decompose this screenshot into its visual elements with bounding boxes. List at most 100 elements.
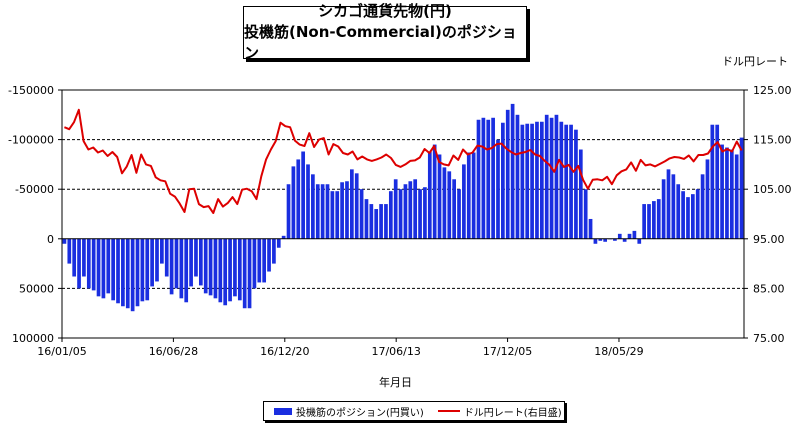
position-bar	[82, 238, 86, 277]
position-bar	[340, 182, 344, 239]
position-bar	[189, 238, 193, 287]
position-bar	[530, 123, 534, 239]
position-bar	[301, 151, 305, 239]
position-bar	[208, 238, 213, 296]
position-bar	[452, 179, 457, 239]
position-bar	[505, 109, 510, 239]
legend-item-line: ドル円レート(右目盛)	[437, 404, 562, 419]
plot-frame	[61, 89, 745, 339]
position-bar	[379, 204, 383, 239]
y-left-tick-label: -50000	[15, 183, 54, 196]
position-bar	[325, 184, 330, 239]
chart-title-line2: 投機筋(Non-Commercial)のポジション	[244, 23, 517, 62]
y-right-tick-label: 105.00	[753, 183, 792, 196]
position-bar	[237, 238, 242, 301]
position-bar	[652, 201, 656, 239]
x-tick-label: 18/05/29	[594, 345, 643, 358]
position-bar	[101, 238, 106, 299]
position-bar	[135, 238, 140, 307]
position-bar	[549, 117, 554, 239]
position-bar	[583, 189, 588, 239]
position-bar	[642, 204, 646, 239]
position-bar	[393, 179, 398, 239]
position-bar	[739, 137, 744, 239]
position-bar	[559, 121, 564, 239]
position-bar	[218, 238, 223, 303]
position-bar	[286, 184, 291, 239]
position-bar	[418, 189, 422, 239]
position-bar	[330, 191, 335, 239]
position-bar	[345, 181, 349, 239]
position-bar	[150, 238, 154, 287]
position-bar	[96, 238, 101, 297]
position-bar	[603, 238, 608, 242]
position-bar	[252, 238, 257, 289]
position-bar	[734, 154, 739, 239]
position-bar	[169, 238, 174, 295]
position-bar	[715, 124, 720, 239]
position-bar	[462, 164, 466, 239]
position-bar	[125, 238, 130, 309]
position-bar	[194, 238, 198, 277]
position-bar	[423, 187, 427, 239]
position-bar	[569, 124, 573, 239]
position-bar	[632, 230, 637, 239]
position-bar	[354, 173, 359, 239]
chart-gridlines	[62, 139, 744, 289]
position-bar	[384, 204, 388, 239]
position-bar	[588, 218, 593, 239]
position-bar	[179, 238, 184, 299]
position-bar	[525, 123, 530, 239]
position-bar	[223, 238, 228, 306]
position-bar	[486, 119, 491, 239]
position-bar	[491, 117, 495, 239]
position-bar	[666, 169, 671, 239]
position-bar	[617, 233, 622, 239]
position-bar	[203, 238, 208, 294]
legend-item-bar: 投機筋のポジション(円買い)	[274, 404, 424, 419]
position-bar	[695, 189, 700, 239]
position-bar	[359, 189, 364, 239]
position-bar	[247, 238, 252, 309]
position-bar	[593, 238, 598, 244]
position-bar	[291, 166, 296, 239]
position-bar	[213, 238, 218, 299]
position-bar	[471, 152, 476, 239]
position-bar	[91, 238, 96, 291]
position-bar	[476, 119, 481, 239]
chart-title-line1: シカゴ通貨先物(円)	[318, 2, 452, 20]
position-bar	[77, 238, 81, 289]
position-bar	[106, 238, 111, 294]
position-bar	[647, 204, 651, 239]
position-bar	[535, 121, 539, 239]
position-bar	[296, 159, 301, 239]
legend-bar-swatch	[274, 407, 292, 415]
axis-tick-labels: -150000 -100000 -50000 0 50000 100000 125.00 11…	[8, 84, 791, 358]
position-bar	[388, 191, 393, 239]
position-bar	[627, 233, 632, 239]
position-bar	[661, 179, 666, 239]
position-bar	[121, 238, 125, 307]
position-bar	[320, 184, 325, 239]
position-bar	[62, 238, 67, 244]
position-bar	[267, 238, 271, 272]
legend-line-label: ドル円レート(右目盛)	[463, 407, 562, 419]
position-bar	[335, 191, 340, 239]
position-bar	[442, 167, 447, 239]
position-bar	[481, 117, 486, 239]
position-bar	[427, 151, 432, 239]
x-tick-label: 17/12/05	[483, 345, 532, 358]
legend-line-swatch	[437, 410, 460, 412]
x-tick-label: 16/01/05	[37, 345, 86, 358]
position-bar	[554, 114, 559, 239]
x-axis-title: 年月日	[379, 376, 412, 389]
position-bar	[515, 114, 520, 239]
position-bar	[306, 164, 310, 239]
position-bar	[145, 238, 150, 301]
position-bar	[539, 121, 544, 239]
position-bar	[413, 179, 418, 239]
x-tick-label: 17/06/13	[371, 345, 420, 358]
position-bar	[690, 194, 695, 239]
legend: 投機筋のポジション(円買い) ドル円レート(右目盛)	[263, 401, 565, 421]
